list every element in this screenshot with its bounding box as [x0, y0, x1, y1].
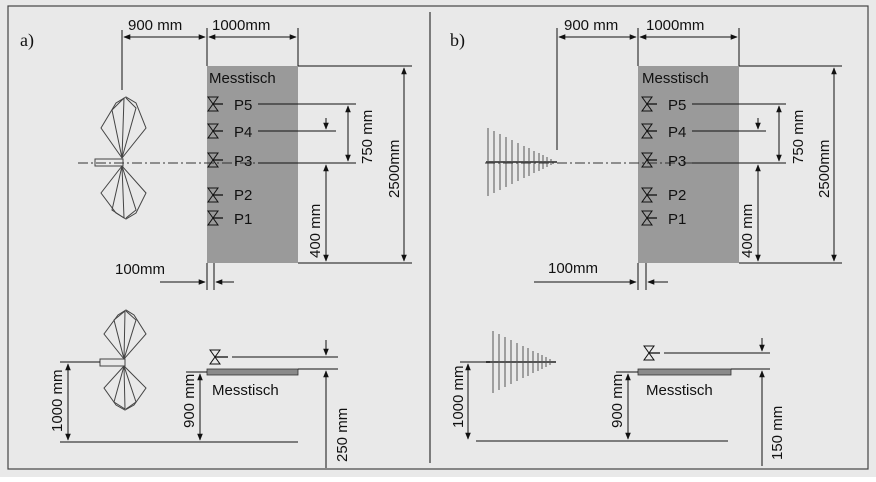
panel-a-biconical-antenna-side [99, 309, 147, 411]
panel-b-label: b) [450, 30, 465, 51]
panel-a-p5-label: P5 [234, 97, 252, 114]
panel-a-dim-table-height: 900 mm [181, 374, 198, 428]
panel-a-table-label: Messtisch [209, 70, 276, 87]
panel-b-dim-offset: 100mm [548, 260, 598, 277]
panel-b-table-label: Messtisch [642, 70, 709, 87]
panel-b-dim-table-height: 900 mm [609, 374, 626, 428]
panel-b-table-side [637, 368, 732, 376]
panel-a-p1-label: P1 [234, 211, 252, 228]
panel-a-table-top [207, 66, 298, 263]
panel-a-table-side [206, 368, 299, 376]
panel-b-log-periodic-antenna-side [486, 331, 556, 393]
panel-b-eut-side [643, 345, 660, 361]
figure-frame [7, 5, 869, 470]
panel-b-side-dims [460, 338, 770, 466]
panel-b-dim-table-depth: 1000mm [646, 17, 704, 34]
panel-a-dim-p3-height: 400 mm [307, 204, 324, 258]
panel-b-log-periodic-antenna-top [486, 128, 557, 196]
panel-b-p2-label: P2 [668, 187, 686, 204]
panel-a-dim-distance: 900 mm [128, 17, 182, 34]
panel-a-side-dims [60, 340, 338, 468]
panel-a-dim-antenna-height: 1000 mm [49, 369, 66, 432]
panel-b-dim-table-length: 2500mm [816, 140, 833, 198]
panel-b-dim-antenna-height: 1000 mm [450, 365, 467, 428]
panel-b-table-side-label: Messtisch [646, 382, 713, 399]
panel-b-p1-label: P1 [668, 211, 686, 228]
panel-a-label: a) [20, 30, 34, 51]
panel-a-dim-table-depth: 1000mm [212, 17, 270, 34]
panel-a-dim-offset: 100mm [115, 261, 165, 278]
panel-b-dim-p-spacing: 750 mm [790, 110, 807, 164]
panel-b-dim-eut-height: 150 mm [769, 406, 786, 460]
panel-a-top-dims [121, 28, 412, 290]
panel-a-p2-label: P2 [234, 187, 252, 204]
panel-b-top-dims [534, 28, 842, 290]
panel-a: a) Messtisch P5 P4 P3 P2 P1 [20, 17, 412, 468]
panel-b-dim-p3-height: 400 mm [739, 204, 756, 258]
panel-b-table-top [638, 66, 739, 263]
panel-b-p5-label: P5 [668, 97, 686, 114]
panel-a-dim-p-spacing: 750 mm [359, 110, 376, 164]
panel-a-table-side-label: Messtisch [212, 382, 279, 399]
panel-b-dim-distance: 900 mm [564, 17, 618, 34]
panel-b-p4-label: P4 [668, 124, 686, 141]
panel-a-biconical-antenna-top [94, 96, 147, 220]
panel-a-dim-table-length: 2500mm [386, 140, 403, 198]
panel-b-p3-label: P3 [668, 153, 686, 170]
panel-a-eut-side [209, 349, 228, 365]
panel-b: b) Messtisch P5 P4 P3 P2 P1 [450, 17, 842, 466]
panel-a-dim-eut-height: 250 mm [334, 408, 351, 462]
panel-a-p4-label: P4 [234, 124, 252, 141]
panel-a-p3-label: P3 [234, 153, 252, 170]
